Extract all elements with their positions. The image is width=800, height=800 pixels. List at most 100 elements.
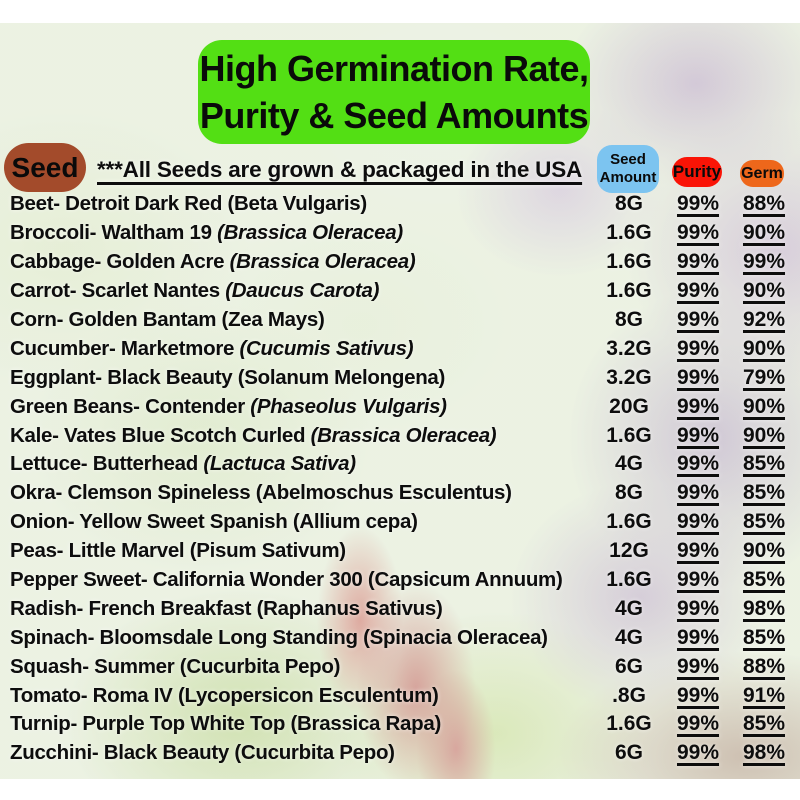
germ-value: 85% (742, 510, 786, 534)
purity-value: 99% (676, 308, 720, 331)
seed-column-label: Seed (11, 151, 79, 183)
purity-value: 99% (676, 481, 720, 505)
purity-value: 99% (676, 568, 720, 592)
table-row: Turnip- Purple Top White Top (Brassica R… (0, 710, 800, 739)
purity-value: 99% (676, 250, 720, 274)
seed-name: Zucchini- Black Beauty (Cucurbita Pepo) (10, 741, 395, 765)
latin-name: (Lactuca Sativa) (203, 452, 356, 476)
table-row: Spinach- Bloomsdale Long Standing (Spina… (0, 623, 800, 652)
seed-amount-value: 6G (614, 654, 643, 678)
seed-name: Radish- French Breakfast (Raphanus Sativ… (10, 596, 443, 620)
germ-value: 85% (742, 625, 786, 649)
table-row: Onion- Yellow Sweet Spanish (Allium cepa… (0, 508, 800, 537)
germ-value: 85% (742, 481, 786, 505)
germ-value: 90% (742, 423, 786, 447)
seed-amount-value: 4G (614, 452, 643, 476)
germ-value: 98% (742, 596, 786, 620)
latin-name: (Cucumis Sativus) (239, 336, 414, 360)
germ-value: 99% (742, 250, 786, 274)
latin-name: (Brassica Oleracea) (217, 221, 403, 245)
germ-value: 90% (742, 394, 786, 418)
table-row: Corn- Golden Bantam (Zea Mays) 8G 99% 92% (0, 306, 800, 335)
seed-name: Cucumber- Marketmore (Cucumis Sativus) (10, 336, 414, 360)
germ-value: 88% (742, 654, 786, 678)
table-row: Cabbage- Golden Acre (Brassica Oleracea)… (0, 248, 800, 277)
latin-name: (Brassica Oleracea) (310, 423, 497, 447)
field-photo-background (0, 23, 800, 779)
germ-value: 88% (742, 192, 786, 216)
germ-value: 85% (742, 568, 786, 592)
purity-value: 99% (676, 510, 720, 534)
seed-amount-value: 4G (614, 625, 643, 649)
latin-name: (Beta Vulgaris) (227, 192, 368, 216)
table-row: Green Beans- Contender (Phaseolus Vulgar… (0, 392, 800, 421)
table-row: Lettuce- Butterhead (Lactuca Sativa) 4G 99… (0, 450, 800, 479)
table-row: Squash- Summer (Cucurbita Pepo) 6G 99% 88% (0, 652, 800, 681)
seed-name: Green Beans- Contender (Phaseolus Vulgar… (10, 394, 447, 418)
seed-name: Peas- Little Marvel (Pisum Sativum) (10, 539, 346, 563)
latin-name: (Capsicum Annuum) (367, 568, 563, 592)
usa-note: ***All Seeds are grown & packaged in the… (97, 157, 583, 182)
table-row: Peas- Little Marvel (Pisum Sativum) 12G 99… (0, 537, 800, 566)
purity-value: 99% (676, 712, 720, 736)
seed-name: Pepper Sweet- California Wonder 300 (Cap… (10, 568, 563, 592)
seed-amount-value: .8G (612, 683, 646, 707)
germ-value: 91% (742, 683, 786, 707)
purity-value: 99% (676, 625, 720, 649)
title-line-1: High Germination Rate, (199, 48, 589, 89)
seed-name: Spinach- Bloomsdale Long Standing (Spina… (10, 625, 548, 649)
table-row: Carrot- Scarlet Nantes (Daucus Carota) 1.… (0, 277, 800, 306)
germ-value: 92% (742, 308, 786, 331)
purity-value: 99% (676, 539, 720, 563)
latin-name: (Zea Mays) (221, 308, 325, 331)
purity-value: 99% (676, 654, 720, 678)
purity-value: 99% (676, 394, 720, 418)
seed-amount-value: 4G (614, 596, 643, 620)
seed-name: Carrot- Scarlet Nantes (Daucus Carota) (10, 279, 380, 303)
seed-amount-value: 1.6G (606, 712, 652, 736)
seed-amount-value: 1.6G (606, 279, 652, 303)
latin-name: (Allium cepa) (292, 510, 418, 534)
seed-name: Broccoli- Waltham 19 (Brassica Oleracea) (10, 221, 403, 245)
seed-name: Onion- Yellow Sweet Spanish (Allium cepa… (10, 510, 418, 534)
purity-column-badge: Purity (672, 157, 722, 187)
germ-value: 90% (742, 221, 786, 245)
latin-name: (Pisum Sativum) (189, 539, 346, 563)
seed-amount-value: 1.6G (606, 568, 652, 592)
purity-value: 99% (676, 452, 720, 476)
seed-table: Beet- Detroit Dark Red (Beta Vulgaris) 8G… (0, 190, 800, 768)
table-row: Kale- Vates Blue Scotch Curled (Brassica… (0, 421, 800, 450)
germ-value: 90% (742, 336, 786, 360)
purity-value: 99% (676, 683, 720, 707)
purity-value: 99% (676, 192, 720, 216)
latin-name: (Brassica Oleracea) (229, 250, 416, 274)
table-row: Cucumber- Marketmore (Cucumis Sativus) 3.… (0, 334, 800, 363)
seed-name: Kale- Vates Blue Scotch Curled (Brassica… (10, 423, 497, 447)
latin-name: (Cucurbita Pepo) (179, 654, 341, 678)
seed-name: Corn- Golden Bantam (Zea Mays) (10, 308, 325, 331)
seed-column-badge: Seed (4, 143, 86, 192)
title-banner: High Germination Rate, Purity & Seed Amo… (198, 40, 590, 144)
latin-name: (Brassica Rapa) (290, 712, 442, 736)
seed-amount-value: 1.6G (606, 221, 652, 245)
title-line-2: Purity & Seed Amounts (199, 95, 589, 136)
seed-amount-value: 1.6G (606, 510, 652, 534)
table-row: Eggplant- Black Beauty (Solanum Melongen… (0, 363, 800, 392)
seed-name: Cabbage- Golden Acre (Brassica Oleracea) (10, 250, 416, 274)
seed-name: Turnip- Purple Top White Top (Brassica R… (10, 712, 442, 736)
seed-amount-value: 3.2G (606, 336, 652, 360)
table-row: Tomato- Roma IV (Lycopersicon Esculentum… (0, 681, 800, 710)
seed-amount-value: 8G (614, 192, 643, 216)
seed-amount-badge-line2: Amount (599, 169, 657, 186)
purity-value: 99% (676, 336, 720, 360)
latin-name: (Abelmoschus Esculentus) (255, 481, 512, 505)
germ-value: 79% (742, 365, 786, 389)
seed-amount-value: 1.6G (606, 423, 652, 447)
germ-value: 85% (742, 452, 786, 476)
latin-name: (Lycopersicon Esculentum) (177, 683, 439, 707)
germ-value: 90% (742, 539, 786, 563)
seed-amount-value: 3.2G (606, 365, 652, 389)
germ-value: 98% (742, 741, 786, 765)
seed-amount-value: 8G (614, 308, 643, 331)
